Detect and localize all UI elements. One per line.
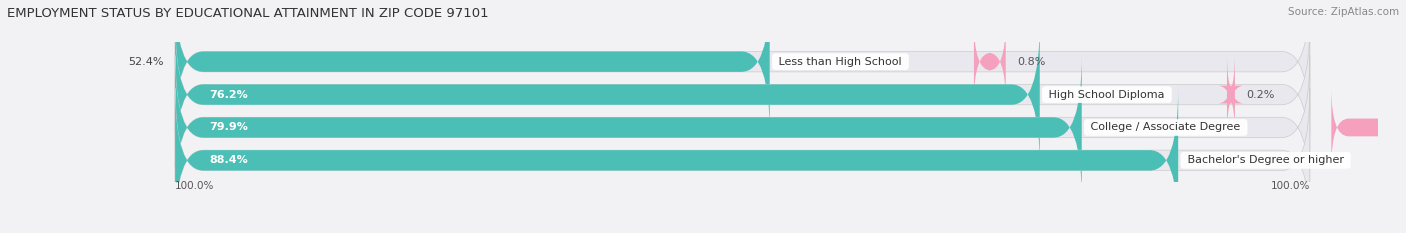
FancyBboxPatch shape	[1331, 87, 1406, 168]
Text: 52.4%: 52.4%	[128, 57, 163, 67]
Text: College / Associate Degree: College / Associate Degree	[1087, 123, 1244, 133]
Text: 76.2%: 76.2%	[209, 89, 247, 99]
Legend: In Labor Force, Unemployed: In Labor Force, Unemployed	[640, 231, 823, 233]
Text: 100.0%: 100.0%	[1271, 181, 1310, 191]
FancyBboxPatch shape	[176, 55, 1081, 199]
FancyBboxPatch shape	[176, 88, 1178, 232]
FancyBboxPatch shape	[176, 23, 1310, 167]
Text: 0.2%: 0.2%	[1246, 89, 1275, 99]
Text: 79.9%: 79.9%	[209, 123, 247, 133]
Text: 100.0%: 100.0%	[176, 181, 215, 191]
Text: Source: ZipAtlas.com: Source: ZipAtlas.com	[1288, 7, 1399, 17]
Text: Bachelor's Degree or higher: Bachelor's Degree or higher	[1184, 155, 1347, 165]
FancyBboxPatch shape	[974, 21, 1005, 102]
FancyBboxPatch shape	[176, 0, 1310, 134]
FancyBboxPatch shape	[176, 88, 1310, 232]
Text: 88.4%: 88.4%	[209, 155, 247, 165]
Text: 0.8%: 0.8%	[1017, 57, 1046, 67]
Text: High School Diploma: High School Diploma	[1046, 89, 1168, 99]
FancyBboxPatch shape	[176, 55, 1310, 199]
Text: EMPLOYMENT STATUS BY EDUCATIONAL ATTAINMENT IN ZIP CODE 97101: EMPLOYMENT STATUS BY EDUCATIONAL ATTAINM…	[7, 7, 489, 20]
FancyBboxPatch shape	[1218, 54, 1244, 135]
FancyBboxPatch shape	[176, 0, 769, 134]
Text: Less than High School: Less than High School	[775, 57, 905, 67]
FancyBboxPatch shape	[176, 23, 1040, 167]
